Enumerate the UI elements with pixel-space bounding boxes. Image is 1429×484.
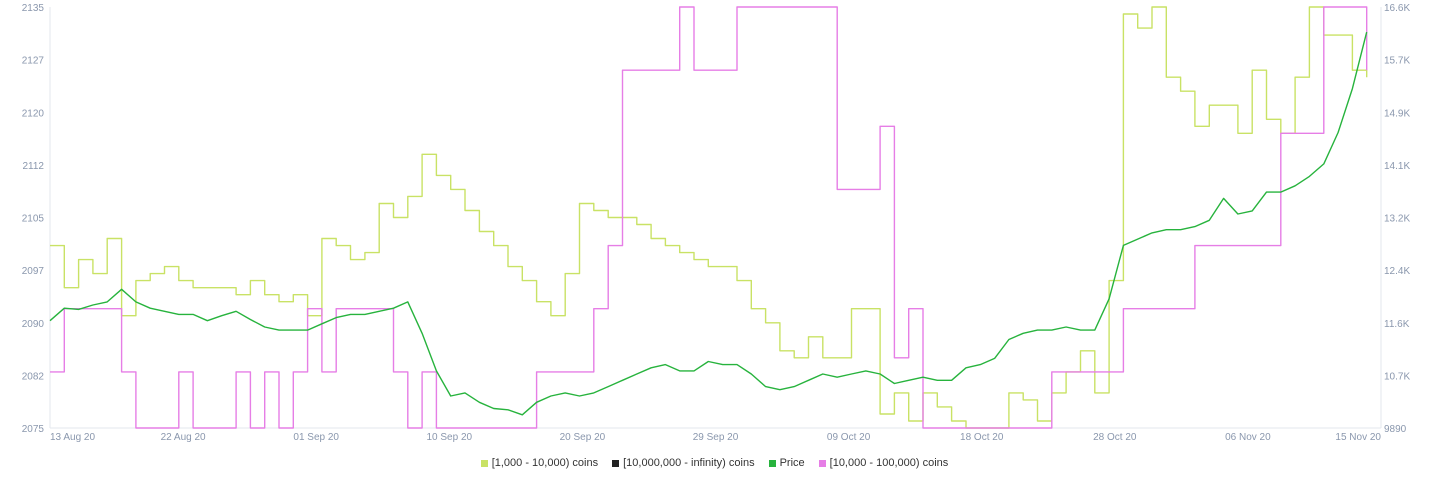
- right-y-axis-ticks: 16.6K 15.7K 14.9K 14.1K 13.2K 12.4K 11.6K 10.7K…: [1384, 3, 1410, 435]
- legend-item[interactable]: [10,000 - 100,000) coins: [818, 457, 949, 469]
- x-tick-label: 06 Nov 20: [1225, 432, 1271, 443]
- x-tick-label: 29 Sep 20: [693, 432, 739, 443]
- x-tick-label: 28 Oct 20: [1093, 432, 1137, 443]
- left-y-tick-label: 2127: [22, 56, 45, 67]
- series-layer: [49, 6, 1368, 429]
- right-y-tick-label: 12.4K: [1384, 266, 1410, 277]
- right-y-tick-label: 16.6K: [1384, 3, 1410, 14]
- right-y-tick-label: 14.1K: [1384, 161, 1410, 172]
- series-line-2: [49, 31, 1368, 416]
- right-y-tick-label: 9890: [1384, 424, 1407, 435]
- left-y-tick-label: 2082: [22, 371, 45, 382]
- legend-label: [1,000 - 10,000) coins: [491, 457, 599, 469]
- series-line-0: [50, 6, 1368, 429]
- left-y-tick-label: 2135: [22, 3, 45, 14]
- legend-label: [10,000,000 - infinity) coins: [623, 457, 755, 469]
- left-y-tick-label: 2112: [22, 161, 44, 172]
- legend-label: [10,000 - 100,000) coins: [829, 457, 949, 469]
- x-tick-label: 09 Oct 20: [827, 432, 871, 443]
- left-y-tick-label: 2105: [22, 214, 45, 225]
- left-y-tick-label: 2090: [22, 319, 45, 330]
- left-y-tick-label: 2120: [22, 108, 45, 119]
- x-tick-label: 01 Sep 20: [293, 432, 339, 443]
- legend-swatch: [480, 459, 488, 467]
- x-tick-label: 15 Nov 20: [1335, 432, 1381, 443]
- x-axis-ticks: 13 Aug 20 22 Aug 20 01 Sep 20 10 Sep 20 20 S…: [50, 432, 1381, 443]
- left-y-tick-label: 2075: [22, 424, 45, 435]
- left-y-axis-ticks: 2135 2127 2120 2112 2105 2097 2090 2082 2075: [22, 3, 45, 435]
- right-y-tick-label: 10.7K: [1384, 371, 1410, 382]
- legend-swatch: [768, 459, 776, 467]
- legend-item[interactable]: [10,000,000 - infinity) coins: [612, 457, 755, 469]
- legend-swatch: [612, 459, 620, 467]
- right-y-tick-label: 13.2K: [1384, 214, 1410, 225]
- series-line-3: [50, 6, 1368, 429]
- x-tick-label: 18 Oct 20: [960, 432, 1004, 443]
- right-y-tick-label: 15.7K: [1384, 56, 1410, 67]
- right-y-tick-label: 11.6K: [1384, 319, 1410, 330]
- chart-legend: [1,000 - 10,000) coins [10,000,000 - infi…: [0, 457, 1429, 469]
- left-y-tick-label: 2097: [22, 266, 45, 277]
- legend-item[interactable]: [1,000 - 10,000) coins: [480, 457, 599, 469]
- right-y-tick-label: 14.9K: [1384, 108, 1410, 119]
- legend-item[interactable]: Price: [768, 457, 805, 469]
- legend-swatch: [818, 459, 826, 467]
- legend-label: Price: [779, 457, 805, 469]
- x-tick-label: 22 Aug 20: [161, 432, 206, 443]
- x-tick-label: 20 Sep 20: [560, 432, 606, 443]
- x-tick-label: 10 Sep 20: [426, 432, 472, 443]
- x-tick-label: 13 Aug 20: [50, 432, 95, 443]
